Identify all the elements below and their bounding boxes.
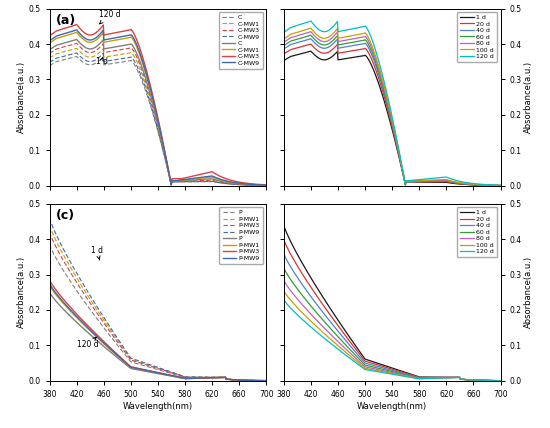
Text: 1 d: 1 d — [91, 246, 103, 260]
Text: 1 d: 1 d — [96, 56, 108, 65]
Legend: P, P-MW1, P-MW3, P-MW9, P, P-MW1, P-MW3, P-MW9: P, P-MW1, P-MW3, P-MW9, P, P-MW1, P-MW3,… — [219, 207, 263, 264]
X-axis label: Wavelength(nm): Wavelength(nm) — [123, 402, 193, 411]
Y-axis label: Absorbance(a.u.): Absorbance(a.u.) — [525, 256, 533, 328]
Text: (d): (d) — [474, 209, 494, 222]
Text: (c): (c) — [56, 209, 75, 222]
Legend: C, C-MW1, C-MW3, C-MW9, C, C-MW1, C-MW3, C-MW9: C, C-MW1, C-MW3, C-MW9, C, C-MW1, C-MW3,… — [218, 12, 263, 69]
X-axis label: Wavelength(nm): Wavelength(nm) — [357, 402, 427, 411]
Y-axis label: Absorbance(a.u.): Absorbance(a.u.) — [525, 61, 533, 133]
Legend: 1 d, 20 d, 40 d, 60 d, 80 d, 100 d, 120 d: 1 d, 20 d, 40 d, 60 d, 80 d, 100 d, 120 … — [457, 12, 497, 62]
Text: (b): (b) — [474, 14, 494, 27]
Text: 120 d: 120 d — [78, 337, 99, 349]
Y-axis label: Absorbance(a.u.): Absorbance(a.u.) — [16, 256, 25, 328]
Legend: 1 d, 20 d, 40 d, 60 d, 80 d, 100 d, 120 d: 1 d, 20 d, 40 d, 60 d, 80 d, 100 d, 120 … — [457, 207, 497, 257]
Text: (a): (a) — [56, 14, 76, 27]
Text: 120 d: 120 d — [99, 10, 120, 24]
Y-axis label: Absorbance(a.u.): Absorbance(a.u.) — [16, 61, 25, 133]
